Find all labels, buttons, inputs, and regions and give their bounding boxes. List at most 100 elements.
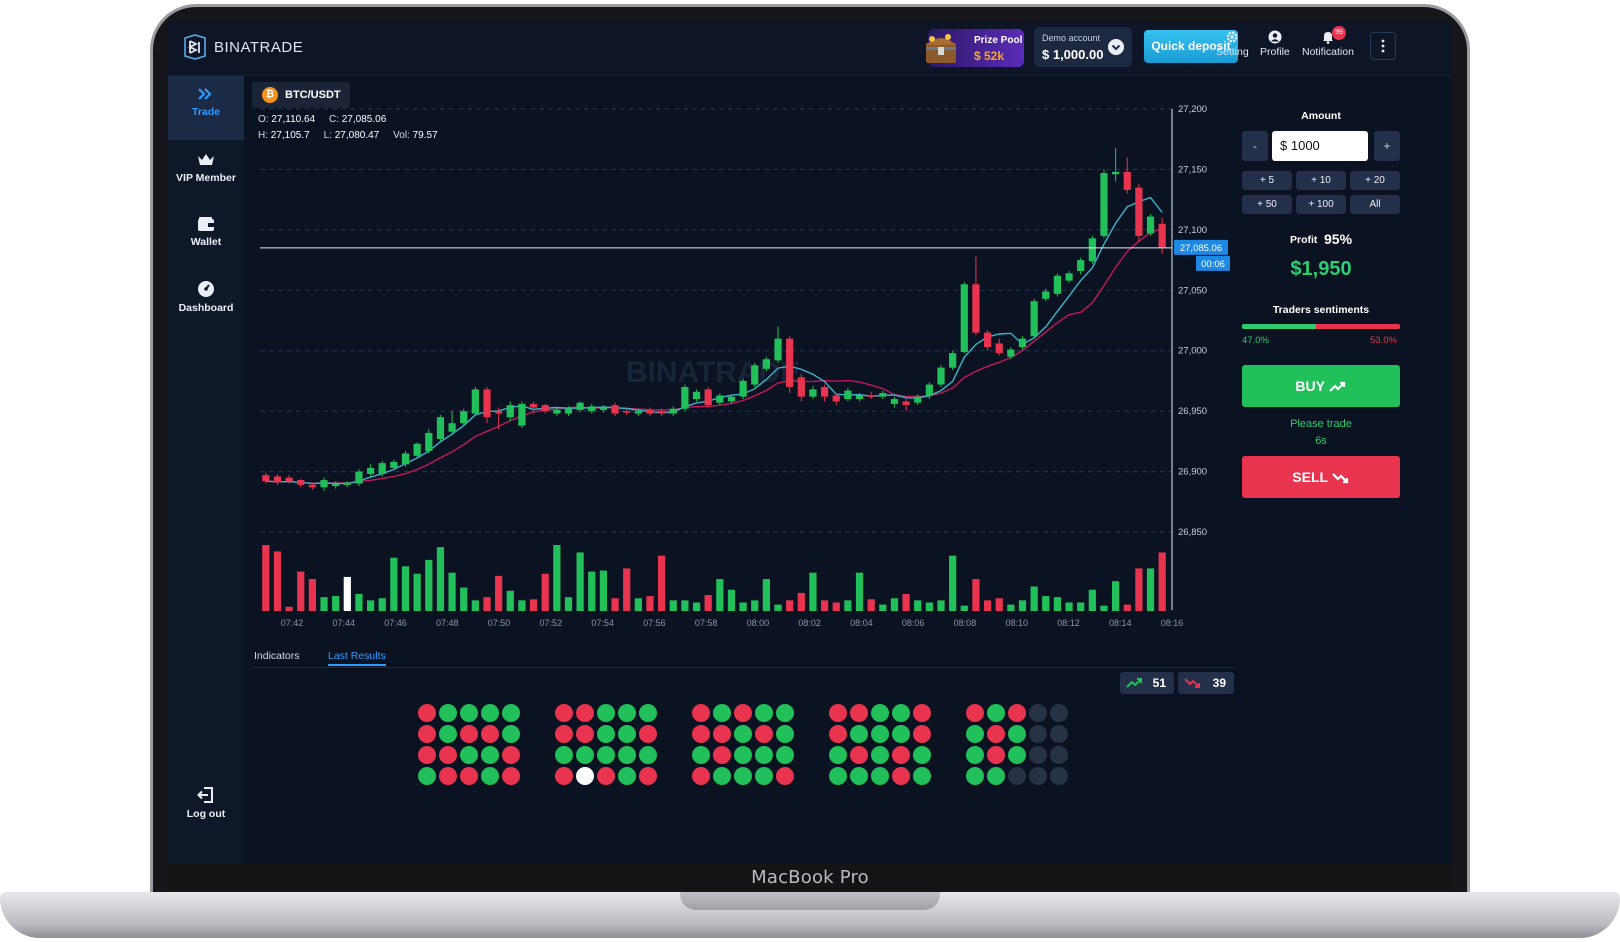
- sell-button[interactable]: SELL: [1242, 456, 1400, 498]
- result-grid: [692, 704, 794, 785]
- more-menu-button[interactable]: [1370, 32, 1396, 60]
- pair-name: BTC/USDT: [285, 89, 341, 101]
- quick-amount-all[interactable]: All: [1350, 195, 1400, 214]
- volume-bar: [460, 587, 468, 611]
- quick-amount-5[interactable]: + 5: [1242, 171, 1292, 190]
- volume-bar: [599, 570, 608, 611]
- candle-body: [332, 483, 340, 487]
- volume-bar: [297, 571, 305, 611]
- crown-icon: [198, 154, 214, 165]
- result-dot: [418, 767, 436, 785]
- setting-label: Setting: [1216, 46, 1249, 58]
- result-dot: [871, 767, 889, 785]
- sidebar-item-vip[interactable]: VIP Member: [168, 142, 244, 206]
- result-dot: [692, 704, 710, 722]
- result-dot: [966, 767, 984, 785]
- candle-body: [320, 480, 328, 488]
- logout-label: Log out: [186, 808, 226, 820]
- sidebar-item-wallet[interactable]: Wallet: [168, 206, 244, 270]
- buy-button[interactable]: BUY: [1242, 365, 1400, 407]
- volume-bar: [634, 598, 642, 611]
- result-dot: [1008, 767, 1026, 785]
- candle-body: [390, 461, 398, 468]
- more-vertical-icon: [1381, 39, 1385, 53]
- result-dot: [481, 704, 499, 722]
- user-icon: [1268, 30, 1282, 44]
- notification-button[interactable]: Notification 99: [1302, 26, 1354, 58]
- result-dot: [502, 746, 520, 764]
- volume-bar: [844, 600, 852, 611]
- result-dot: [597, 725, 615, 743]
- price-chart[interactable]: BINATRADE 27,200 27,150 27,100 27,050 27,000 2…: [168, 22, 1452, 864]
- setting-button[interactable]: Setting: [1216, 30, 1249, 58]
- volume-bar: [890, 598, 899, 611]
- candle-body: [716, 395, 724, 403]
- result-dot: [576, 704, 594, 722]
- price-tag-bg: [1174, 239, 1228, 255]
- profile-button[interactable]: Profile: [1260, 30, 1290, 58]
- result-dot: [966, 725, 984, 743]
- amount-decrease-button[interactable]: -: [1242, 131, 1268, 161]
- result-dot: [618, 704, 636, 722]
- x-tick-label: 08:08: [954, 618, 977, 628]
- volume-bar: [588, 571, 596, 611]
- result-dot: [639, 767, 657, 785]
- quick-amount-10[interactable]: + 10: [1296, 171, 1346, 190]
- device-label: MacBook Pro: [751, 867, 869, 888]
- result-dot: [913, 704, 931, 722]
- quick-amount-20[interactable]: + 20: [1350, 171, 1400, 190]
- bitcoin-icon: ₿: [262, 87, 278, 103]
- prize-pool-button[interactable]: Prize Pool $ 52k: [926, 29, 1024, 67]
- candle-body: [797, 377, 805, 397]
- bottom-tabs: Indicators Last Results: [252, 650, 1234, 668]
- result-dot: [1029, 746, 1047, 764]
- vol-value: 79.57: [412, 130, 438, 141]
- sentiment-buy-fill: [1242, 324, 1317, 329]
- quick-amount-100[interactable]: + 100: [1296, 195, 1346, 214]
- logo-icon: [184, 34, 206, 60]
- amount-input[interactable]: $ 1000: [1272, 131, 1368, 161]
- result-dot: [829, 767, 847, 785]
- candle-body: [553, 409, 561, 414]
- result-dot: [597, 704, 615, 722]
- result-dot: [734, 704, 752, 722]
- candle-body: [366, 467, 375, 474]
- quick-deposit-button[interactable]: Quick deposit: [1144, 30, 1238, 63]
- candle-body: [1065, 273, 1073, 281]
- tab-indicators[interactable]: Indicators: [254, 650, 300, 662]
- result-dot: [850, 704, 868, 722]
- notification-badge: 99: [1332, 26, 1346, 40]
- sidebar-item-dashboard[interactable]: Dashboard: [168, 270, 244, 334]
- account-balance: $ 1,000.00: [1042, 47, 1104, 62]
- result-grid: [829, 704, 931, 785]
- logout-button[interactable]: Log out: [168, 776, 244, 840]
- volume-bar: [809, 572, 817, 611]
- volume-bar: [495, 575, 503, 611]
- volume-bar: [937, 600, 945, 611]
- candle-body: [1158, 223, 1166, 248]
- result-dot: [1050, 767, 1068, 785]
- candle-body: [1135, 187, 1143, 236]
- result-dot: [418, 725, 436, 743]
- y-tick-label: 27,150: [1178, 164, 1207, 175]
- result-dot: [892, 704, 910, 722]
- pair-selector[interactable]: ₿ BTC/USDT: [252, 82, 350, 108]
- result-grid: [418, 704, 520, 785]
- volume-bar: [1088, 589, 1096, 611]
- volume-bar: [1007, 604, 1015, 611]
- x-tick-label: 08:14: [1109, 618, 1132, 628]
- brand-logo[interactable]: BINATRADE: [182, 34, 303, 60]
- account-selector[interactable]: Demo account $ 1,000.00: [1034, 27, 1132, 67]
- amount-increase-button[interactable]: +: [1374, 131, 1400, 161]
- quick-amount-50[interactable]: + 50: [1242, 195, 1292, 214]
- sidebar-item-trade[interactable]: Trade: [168, 76, 244, 140]
- sell-percent: 53.0%: [1370, 335, 1397, 346]
- logout-icon: [197, 787, 213, 803]
- volume-bar: [1077, 602, 1085, 611]
- tab-last-results[interactable]: Last Results: [328, 650, 386, 666]
- candle-body: [751, 365, 759, 385]
- x-tick-label: 07:52: [540, 618, 563, 628]
- result-dot: [713, 704, 731, 722]
- candle-body: [844, 390, 852, 400]
- candle-body: [879, 393, 887, 397]
